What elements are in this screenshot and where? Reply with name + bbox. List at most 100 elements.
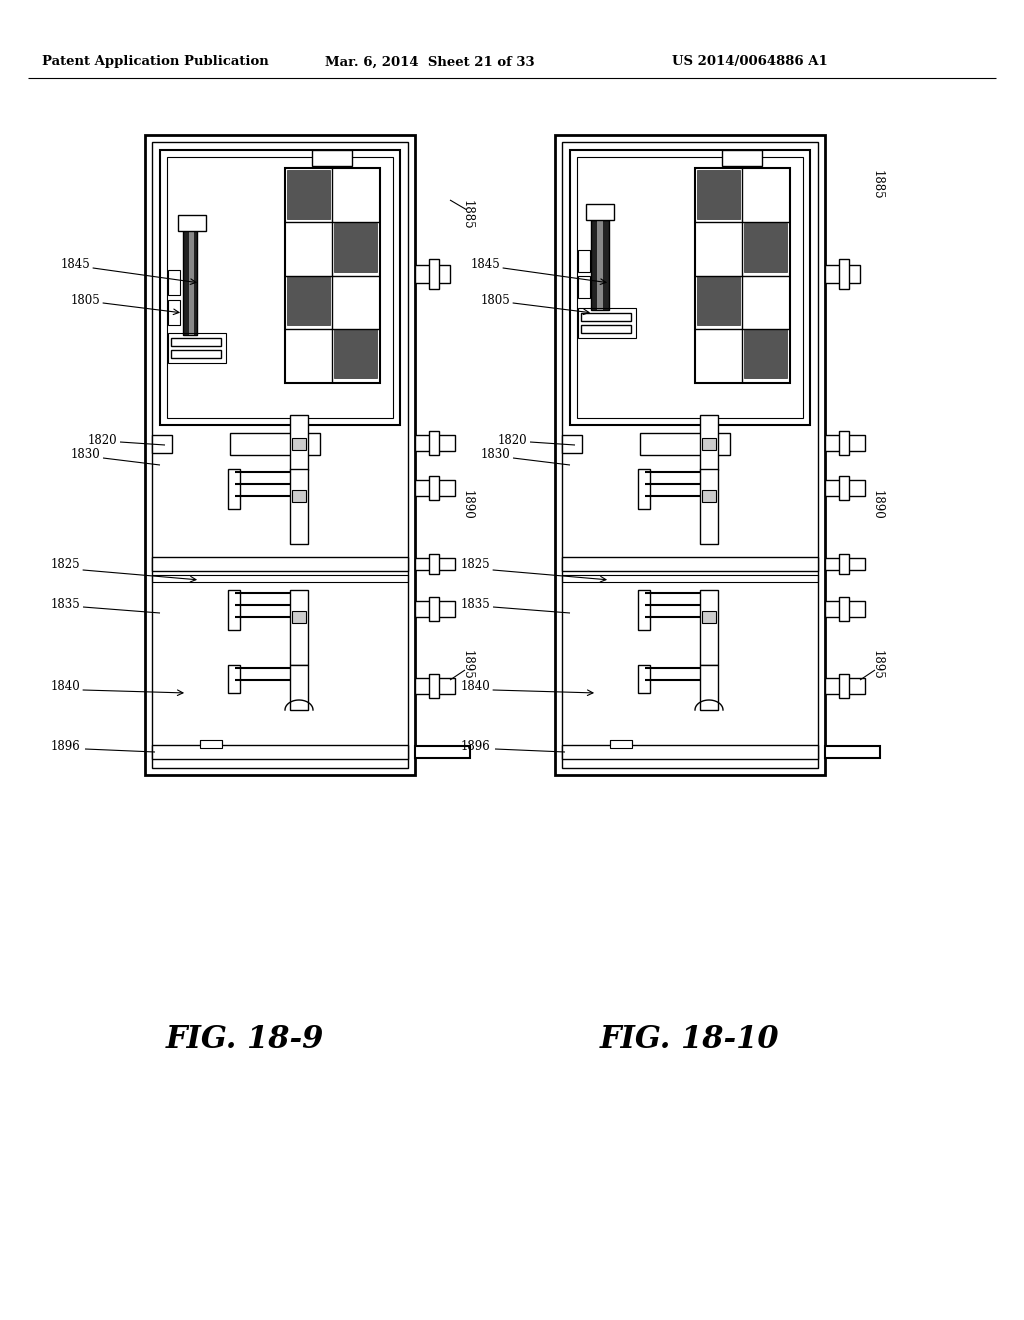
Bar xyxy=(562,557,818,572)
Bar xyxy=(152,576,408,582)
Bar xyxy=(562,436,582,453)
Text: FIG. 18-10: FIG. 18-10 xyxy=(600,1024,780,1056)
Bar xyxy=(230,433,319,455)
Bar xyxy=(581,313,631,321)
Bar xyxy=(839,597,849,620)
Bar xyxy=(415,746,470,758)
Text: 1890: 1890 xyxy=(870,490,884,520)
Bar xyxy=(562,576,818,582)
Bar xyxy=(839,259,849,289)
Bar xyxy=(171,338,221,346)
Bar xyxy=(562,744,818,759)
Bar xyxy=(578,308,636,338)
Bar xyxy=(697,276,740,325)
Text: 1840: 1840 xyxy=(50,681,80,693)
Text: 1835: 1835 xyxy=(50,598,80,611)
Text: US 2014/0064886 A1: US 2014/0064886 A1 xyxy=(672,55,827,69)
Bar xyxy=(292,490,306,502)
Bar xyxy=(825,678,865,694)
Bar xyxy=(825,558,865,570)
Bar xyxy=(292,438,306,450)
Text: 1845: 1845 xyxy=(470,259,500,272)
Text: Patent Application Publication: Patent Application Publication xyxy=(42,55,268,69)
Bar xyxy=(700,590,718,665)
Text: 1825: 1825 xyxy=(461,558,490,572)
Bar xyxy=(700,665,718,710)
Bar xyxy=(415,265,450,282)
Bar xyxy=(702,611,716,623)
Text: 1805: 1805 xyxy=(480,293,510,306)
Bar xyxy=(586,205,614,220)
Bar xyxy=(152,744,408,759)
Text: 1890: 1890 xyxy=(461,490,473,520)
Bar xyxy=(429,259,439,289)
Bar xyxy=(570,150,810,425)
Bar xyxy=(638,590,650,630)
Bar xyxy=(312,150,352,166)
Bar xyxy=(415,558,455,570)
Text: 1896: 1896 xyxy=(50,741,80,754)
Bar xyxy=(228,665,240,693)
Text: 1830: 1830 xyxy=(480,449,510,462)
Text: 1830: 1830 xyxy=(71,449,100,462)
Bar xyxy=(429,477,439,500)
Text: 1825: 1825 xyxy=(50,558,80,572)
Text: FIG. 18-9: FIG. 18-9 xyxy=(166,1024,325,1056)
Bar xyxy=(285,168,380,383)
Bar xyxy=(702,490,716,502)
Text: 1835: 1835 xyxy=(460,598,490,611)
Bar xyxy=(415,678,455,694)
Bar xyxy=(228,590,240,630)
Bar xyxy=(290,469,308,544)
Bar xyxy=(429,597,439,620)
Bar xyxy=(189,230,194,335)
Text: 1840: 1840 xyxy=(460,681,490,693)
Bar xyxy=(591,220,609,310)
Bar xyxy=(695,168,790,383)
Bar xyxy=(697,170,740,219)
Bar xyxy=(744,223,787,272)
Bar xyxy=(597,220,603,310)
Bar xyxy=(287,276,330,325)
Bar xyxy=(152,143,408,768)
Bar xyxy=(839,675,849,698)
Bar xyxy=(290,414,308,470)
Bar xyxy=(145,135,415,775)
Text: 1820: 1820 xyxy=(87,433,117,446)
Bar xyxy=(415,436,455,451)
Text: 1896: 1896 xyxy=(460,741,490,754)
Bar xyxy=(292,611,306,623)
Bar xyxy=(839,477,849,500)
Bar xyxy=(168,333,226,363)
Bar xyxy=(825,601,865,616)
Text: Mar. 6, 2014  Sheet 21 of 33: Mar. 6, 2014 Sheet 21 of 33 xyxy=(326,55,535,69)
Bar xyxy=(577,157,803,418)
Bar xyxy=(429,554,439,574)
Bar xyxy=(168,300,180,325)
Bar xyxy=(228,469,240,510)
Bar xyxy=(700,414,718,470)
Bar xyxy=(429,432,439,455)
Bar xyxy=(839,432,849,455)
Bar xyxy=(290,590,308,665)
Bar xyxy=(171,350,221,358)
Bar xyxy=(702,438,716,450)
Bar xyxy=(562,143,818,768)
Bar xyxy=(640,433,730,455)
Text: 1895: 1895 xyxy=(461,651,473,680)
Bar xyxy=(152,557,408,572)
Bar xyxy=(429,675,439,698)
Bar xyxy=(287,170,330,219)
Bar xyxy=(178,215,206,231)
Bar xyxy=(581,325,631,333)
Bar xyxy=(415,480,455,496)
Bar xyxy=(700,469,718,544)
Text: 1885: 1885 xyxy=(870,170,884,199)
Bar xyxy=(160,150,400,425)
Bar xyxy=(825,746,880,758)
Text: 1845: 1845 xyxy=(60,259,90,272)
Bar xyxy=(744,329,787,378)
Bar xyxy=(825,265,860,282)
Bar xyxy=(152,436,172,453)
Bar xyxy=(825,436,865,451)
